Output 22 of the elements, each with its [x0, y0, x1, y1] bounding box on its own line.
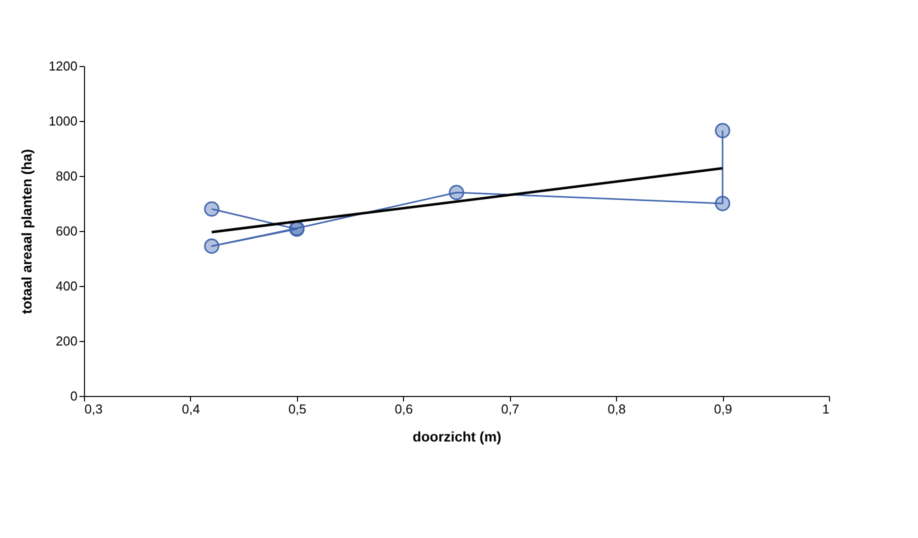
y-axis-title: totaal areaal planten (ha) — [18, 149, 35, 314]
x-tick-label: 0,7 — [501, 402, 520, 416]
x-tick-label: 0,3 — [84, 402, 103, 416]
x-tick-label: 0,9 — [714, 402, 732, 416]
point — [204, 201, 220, 217]
y-tick-label: 600 — [56, 224, 78, 238]
y-tick-label: 0 — [70, 388, 78, 404]
y-tick-label: 1200 — [48, 58, 78, 74]
point — [204, 238, 220, 254]
x-tick-label: 0,5 — [288, 402, 306, 416]
x-tick-label: 0,6 — [394, 402, 413, 416]
y-tick-label: 800 — [56, 168, 78, 184]
x-tick-label: 1 — [822, 402, 830, 416]
point — [714, 122, 730, 138]
y-tick-label: 200 — [56, 334, 78, 348]
point — [448, 184, 464, 200]
x-axis-title: doorzicht (m) — [412, 428, 502, 444]
x-tick-label: 0,8 — [608, 402, 626, 416]
y-tick-label: 1000 — [48, 114, 78, 128]
point — [714, 196, 730, 212]
y-tick-label: 400 — [56, 278, 78, 294]
x-tick-label: 0,4 — [182, 402, 200, 416]
